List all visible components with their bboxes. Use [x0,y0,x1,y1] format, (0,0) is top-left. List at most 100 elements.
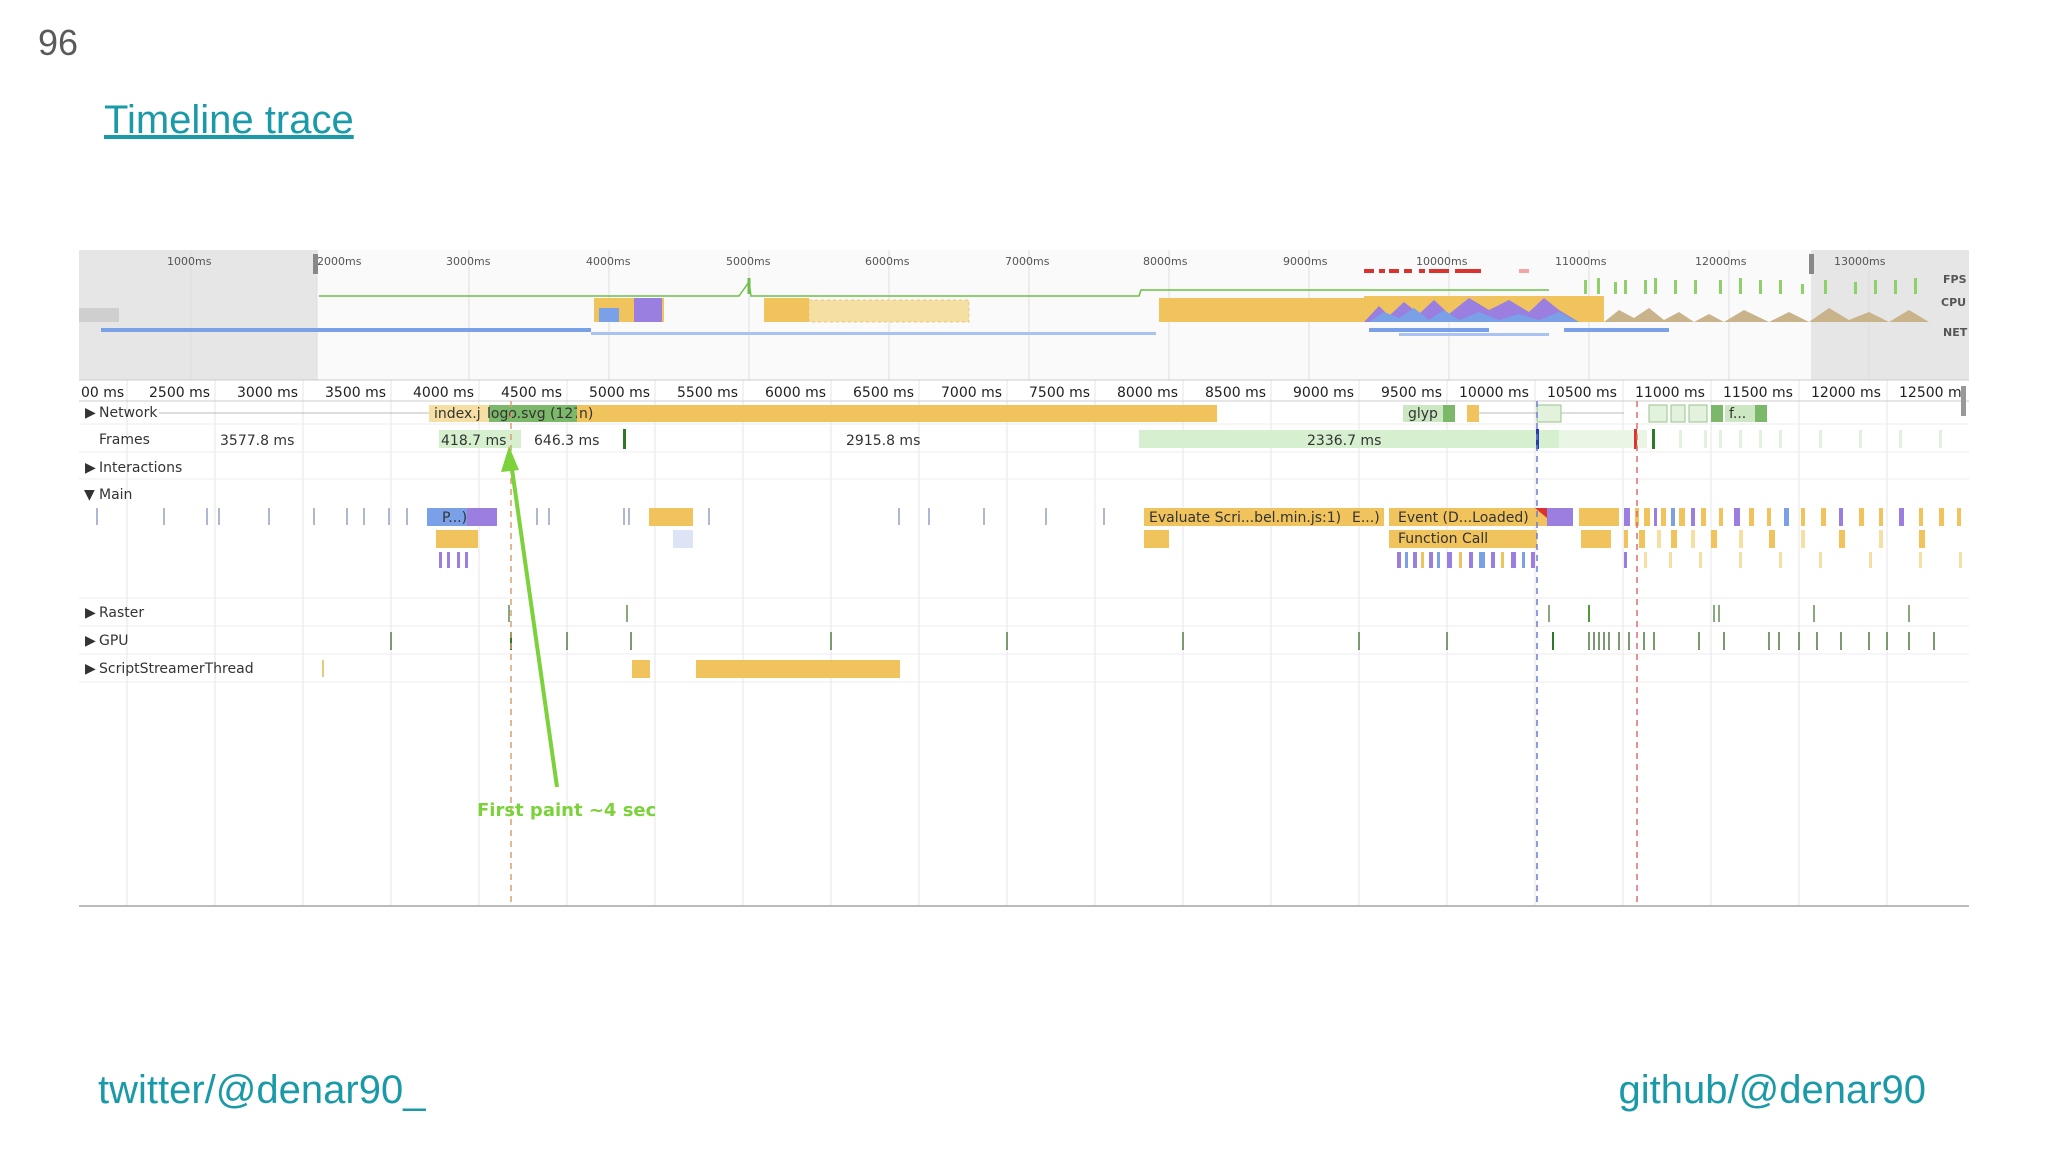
main-task-p-subchildren [439,552,468,568]
overview-tick-9000: 9000ms [1283,255,1328,268]
script-streamer-task-2[interactable] [696,660,900,678]
frame-418[interactable] [439,430,521,448]
ruler-tick-10500: 10500 ms [1547,385,1617,401]
expand-arrow-icon[interactable]: ▶ [85,605,96,621]
twitter-handle[interactable]: twitter/@denar90_ [98,1068,426,1112]
expand-arrow-icon[interactable]: ▶ [85,460,96,476]
ruler-tick-9500: 9500 ms [1381,385,1442,401]
track-separators [79,423,1969,683]
main-task-evaluate-script[interactable] [1144,508,1344,526]
github-handle[interactable]: github/@denar90 [1618,1068,1927,1112]
network-request-f-label: f... [1729,406,1746,422]
network-request-glyp[interactable] [1403,405,1443,422]
frame-label-2915: 2915.8 ms [846,433,920,449]
overview-tick-4000: 4000ms [586,255,631,268]
overview-tick-8000: 8000ms [1143,255,1188,268]
main-task-evaluate-label: Evaluate Scri...bel.min.js:1) [1149,510,1341,526]
track-interactions[interactable]: ▶ Interactions [85,460,182,476]
overview-tick-3000: 3000ms [446,255,491,268]
overview-tick-11000: 11000ms [1555,255,1607,268]
frame-label-418: 418.7 ms [441,433,506,449]
main-task-render[interactable] [1547,508,1573,526]
main-task-function-call[interactable] [1389,530,1537,548]
track-label-raster: Raster [99,605,144,621]
main-task-event-label: Event (D...Loaded) [1398,510,1529,526]
ruler-tick-4500: 4500 ms [501,385,562,401]
track-gpu[interactable]: ▶ GPU [85,633,129,649]
network-request-small-2[interactable] [1536,404,1562,423]
overview-right-handle[interactable] [1809,254,1814,274]
network-request-small[interactable] [1467,405,1479,422]
overview-label-fps: FPS [1943,273,1967,286]
overview-tick-6000: 6000ms [865,255,910,268]
details-scrollbar[interactable] [1961,386,1966,416]
main-task-p-render[interactable] [467,508,497,526]
track-frames[interactable]: Frames [99,432,150,448]
ruler-tick-6000: 6000 ms [765,385,826,401]
main-dense-subtasks [1624,530,1962,568]
ruler-tick-5000: 5000 ms [589,385,650,401]
gpu-events [390,632,1935,650]
track-label-interactions: Interactions [99,460,182,476]
frame-small-bars [1679,430,1942,448]
frame-label-2336: 2336.7 ms [1307,433,1381,449]
network-request-glyp-part [1443,405,1455,422]
ruler-tick-11000: 11000 ms [1635,385,1705,401]
main-small-tasks [96,508,1105,525]
main-task-scripting-1[interactable] [649,508,693,526]
track-label-network: Network [99,405,158,421]
track-raster[interactable]: ▶ Raster [85,605,144,621]
network-request-tail-label: n) [579,406,593,422]
overview-tick-12000: 12000ms [1695,255,1747,268]
main-task-e-label: E...) [1352,510,1380,526]
overview-long-frame-markers [1364,269,1529,273]
ruler-tick-8000: 8000 ms [1117,385,1178,401]
ruler-tick-9000: 9000 ms [1293,385,1354,401]
expand-arrow-icon[interactable]: ▶ [85,661,96,677]
overview-fps-line [319,278,1549,297]
main-task-evaluate-child[interactable] [1144,530,1169,548]
network-request-glyp-label: glyp [1408,406,1438,422]
track-script-streamer[interactable]: ▶ ScriptStreamerThread [85,661,254,677]
timeline-trace-svg: 1000ms 2000ms 3000ms 4000ms 5000ms 6000m… [79,250,1969,905]
slide-number: 96 [38,22,79,63]
main-task-event-subcalls [1397,552,1535,568]
ruler-tick-6500: 6500 ms [853,385,914,401]
network-requests-cluster[interactable] [1648,404,1767,423]
ruler-tick-7000: 7000 ms [941,385,1002,401]
track-label-gpu: GPU [99,633,129,649]
overview-net-chart [101,328,1669,336]
expand-arrow-icon[interactable]: ▶ [85,633,96,649]
main-task-scripting-1-child[interactable] [673,530,693,548]
ruler-tick-3500: 3500 ms [325,385,386,401]
ruler-tick-2500: 2500 ms [149,385,210,401]
frame-label-3577: 3577.8 ms [220,433,294,449]
collapse-arrow-icon[interactable]: ▼ [84,487,95,503]
frame-marker [623,429,626,449]
ruler-tick-10000: 10000 ms [1459,385,1529,401]
track-main[interactable]: ▼ Main [84,487,132,503]
ruler-tick-12000: 12000 ms [1811,385,1881,401]
main-task-p-child[interactable] [436,530,478,548]
main-task-p-label: P...) [442,510,467,526]
frame-2336[interactable] [1139,430,1559,448]
first-paint-arrow [501,446,559,788]
overview-tick-7000: 7000ms [1005,255,1050,268]
overview-label-net: NET [1943,326,1968,339]
overview-fps-bars [1584,278,1917,294]
track-network[interactable]: ▶ Network [85,405,158,421]
frame-tail[interactable] [1559,430,1647,448]
network-request-index[interactable] [429,405,489,422]
main-task-p[interactable] [427,508,467,526]
frame-marker-red [1634,429,1637,449]
network-request-long[interactable] [577,405,1217,422]
main-task-e[interactable] [1344,508,1384,526]
expand-arrow-icon[interactable]: ▶ [85,405,96,421]
overview-tick-2000: 2000ms [317,255,362,268]
overview-strip[interactable] [79,250,1969,380]
overview-left-handle[interactable] [313,254,318,274]
raster-events [508,605,1910,622]
main-task-event-dcl[interactable] [1389,508,1547,526]
slide-title-link[interactable]: Timeline trace [104,98,354,142]
script-streamer-task-1[interactable] [632,660,650,678]
